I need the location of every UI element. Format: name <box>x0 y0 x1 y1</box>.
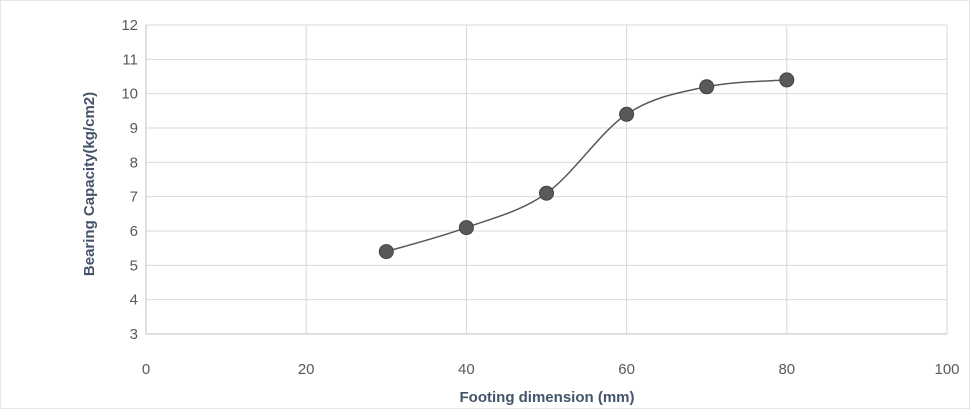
y-tick-label: 9 <box>130 120 138 137</box>
y-tick-label: 12 <box>121 17 138 34</box>
y-tick-label: 10 <box>121 86 138 103</box>
x-tick-label: 40 <box>458 361 475 378</box>
y-tick-label: 5 <box>130 257 138 274</box>
y-tick-label: 7 <box>130 189 138 206</box>
x-tick-label: 20 <box>298 361 315 378</box>
y-tick-label: 3 <box>130 326 138 343</box>
x-tick-label: 60 <box>618 361 635 378</box>
y-tick-label: 6 <box>130 223 138 240</box>
y-tick-label: 11 <box>122 51 138 68</box>
data-point <box>699 79 715 95</box>
data-point <box>539 185 554 201</box>
x-axis-title: Footing dimension (mm) <box>460 389 635 406</box>
tick-layer: 3 4 5 6 7 8 9 10 11 12 0 20 40 60 80 100 <box>121 17 959 378</box>
y-tick-label: 4 <box>130 292 138 309</box>
grid-layer <box>146 24 948 334</box>
data-point <box>619 106 635 122</box>
axis-layer <box>145 25 947 335</box>
data-point <box>779 72 795 88</box>
y-axis-title: Bearing Capacity(kg/cm2) <box>81 92 98 276</box>
series-layer <box>378 72 795 260</box>
x-tick-label: 0 <box>142 361 150 378</box>
y-tick-label: 8 <box>130 154 138 171</box>
data-point <box>458 220 474 236</box>
x-tick-label: 80 <box>778 361 795 378</box>
x-tick-label: 100 <box>934 361 959 378</box>
data-point <box>378 244 394 260</box>
